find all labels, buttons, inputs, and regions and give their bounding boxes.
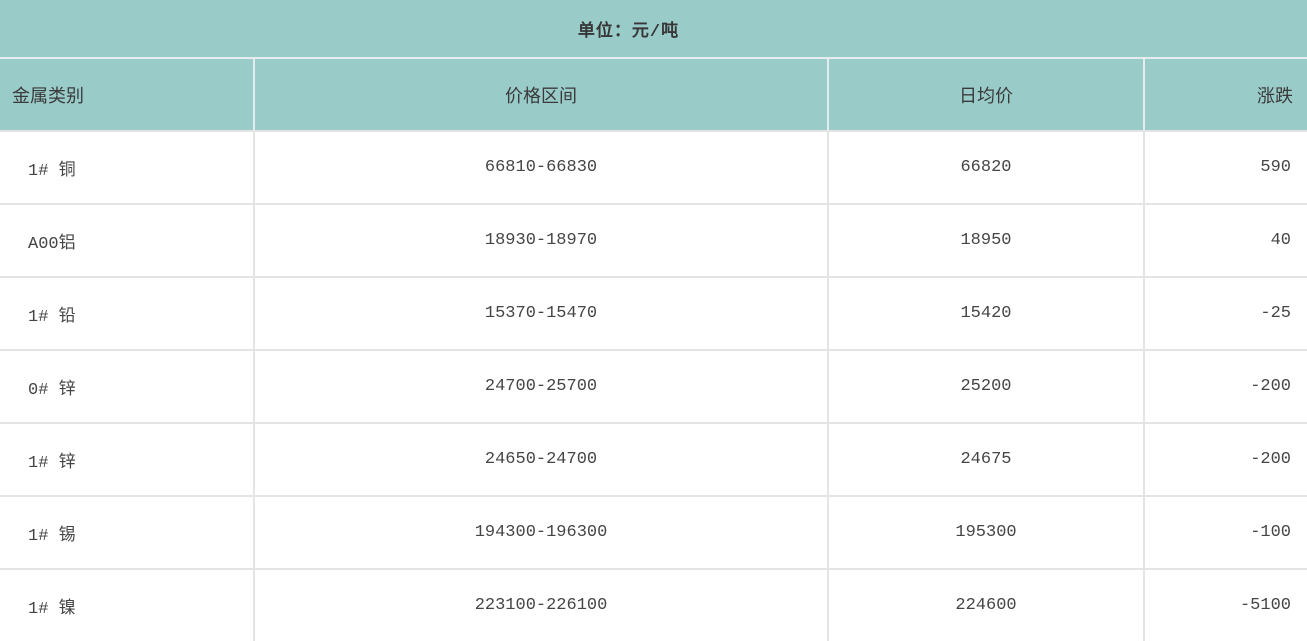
table-body: 1# 铜 66810-66830 66820 590 A00铝 18930-18… [0,130,1307,641]
header-cell-daily-average: 日均价 [827,59,1143,130]
table-header-row: 金属类别 价格区间 日均价 涨跌 [0,57,1307,130]
cell-change: -200 [1143,351,1307,422]
cell-metal-category: 0# 锌 [28,380,76,400]
cell-metal-category: 1# 铜 [28,161,76,181]
cell-metal-category: A00铝 [28,234,76,254]
cell-price-range: 223100-226100 [253,570,827,641]
cell-daily-average: 195300 [827,497,1143,568]
table-row: 1# 铅 15370-15470 15420 -25 [0,276,1307,349]
table-row: 1# 锌 24650-24700 24675 -200 [0,422,1307,495]
cell-daily-average: 25200 [827,351,1143,422]
header-cell-change: 涨跌 [1143,59,1307,130]
table-row: 0# 锌 24700-25700 25200 -200 [0,349,1307,422]
header-cell-price-range: 价格区间 [253,59,827,130]
cell-price-range: 15370-15470 [253,278,827,349]
cell-change: -5100 [1143,570,1307,641]
header-cell-metal-category: 金属类别 [12,87,84,108]
cell-daily-average: 24675 [827,424,1143,495]
cell-price-range: 194300-196300 [253,497,827,568]
cell-change: -25 [1143,278,1307,349]
table-row: 1# 铜 66810-66830 66820 590 [0,130,1307,203]
cell-daily-average: 224600 [827,570,1143,641]
cell-daily-average: 18950 [827,205,1143,276]
table-row: A00铝 18930-18970 18950 40 [0,203,1307,276]
cell-metal-category: 1# 锌 [28,453,76,473]
cell-metal-category: 1# 镍 [28,599,76,619]
cell-metal-category: 1# 锡 [28,526,76,546]
cell-daily-average: 15420 [827,278,1143,349]
page-title: 单位：元/吨 [0,0,1307,57]
cell-change: 590 [1143,132,1307,203]
table-row: 1# 镍 223100-226100 224600 -5100 [0,568,1307,641]
cell-change: -200 [1143,424,1307,495]
cell-metal-category: 1# 铅 [28,307,76,327]
cell-price-range: 66810-66830 [253,132,827,203]
cell-price-range: 24650-24700 [253,424,827,495]
cell-daily-average: 66820 [827,132,1143,203]
table-row: 1# 锡 194300-196300 195300 -100 [0,495,1307,568]
cell-change: -100 [1143,497,1307,568]
cell-price-range: 18930-18970 [253,205,827,276]
cell-price-range: 24700-25700 [253,351,827,422]
cell-change: 40 [1143,205,1307,276]
